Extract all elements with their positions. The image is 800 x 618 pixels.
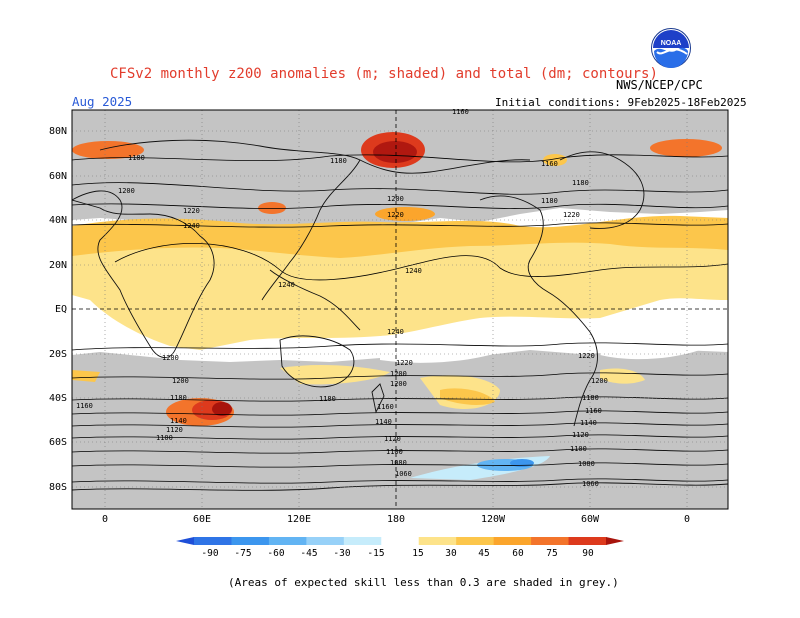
colorbar-segment (456, 537, 494, 545)
contour-label: 1180 (572, 179, 589, 187)
contour-label: 1200 (172, 377, 189, 385)
contour-label: 1220 (563, 211, 580, 219)
colorbar-segment (569, 537, 607, 545)
page-title: CFSv2 monthly z200 anomalies (m; shaded)… (110, 66, 658, 82)
contour-label: 1200 (387, 195, 404, 203)
contour-label: 1240 (278, 281, 295, 289)
contour-label: 1120 (572, 431, 589, 439)
colorbar: -90 -75 -60 -45 -30 -15 15 30 45 60 75 9… (176, 537, 624, 559)
lat-label: 60S (49, 437, 67, 448)
contour-label: 1120 (166, 426, 183, 434)
colorbar-segment (194, 537, 232, 545)
lon-label: 120E (287, 514, 311, 525)
contour-label: 1200 (118, 187, 135, 195)
lat-label: 20S (49, 349, 67, 360)
colorbar-tick-label: -75 (234, 548, 251, 559)
lat-label: 60N (49, 171, 67, 182)
lat-label: 40N (49, 215, 67, 226)
lat-label: 80N (49, 126, 67, 137)
contour-label: 1160 (541, 160, 558, 168)
colorbar-segment (344, 537, 382, 545)
skill-footnote: (Areas of expected skill less than 0.3 a… (228, 576, 619, 589)
contour-label: 1160 (452, 108, 469, 116)
contour-label: 1160 (585, 407, 602, 415)
colorbar-tick-label: -15 (367, 548, 384, 559)
contour-label: 1180 (541, 197, 558, 205)
contour-label: 1160 (377, 403, 394, 411)
lat-label: 80S (49, 482, 67, 493)
initial-conditions: Initial conditions: 9Feb2025-18Feb2025 (495, 96, 747, 109)
contour-label: 1080 (390, 459, 407, 467)
contour-label: 1060 (582, 480, 599, 488)
lon-label: 0 (684, 514, 690, 525)
contour-label: 1140 (375, 418, 392, 426)
colorbar-segment (531, 537, 569, 545)
contour-label: 1180 (128, 154, 145, 162)
contour-label: 1180 (319, 395, 336, 403)
contour-label: 1060 (395, 470, 412, 478)
contour-label: 1240 (387, 328, 404, 336)
colorbar-tick-label: 15 (412, 548, 423, 559)
lon-label: 60E (193, 514, 211, 525)
contour-label: 1180 (582, 394, 599, 402)
colorbar-tick-label: -60 (267, 548, 284, 559)
lat-label: EQ (55, 304, 67, 315)
forecast-period: Aug 2025 (72, 94, 132, 109)
contour-label: 1220 (183, 207, 200, 215)
contour-label: 1100 (156, 434, 173, 442)
lon-label: 60W (581, 514, 600, 525)
contour-label: 1120 (384, 435, 401, 443)
contour-label: 1100 (386, 448, 403, 456)
colorbar-tick-label: 75 (546, 548, 557, 559)
agency-label: NWS/NCEP/CPC (616, 78, 703, 92)
lat-label: 40S (49, 393, 67, 404)
contour-label: 1220 (387, 211, 404, 219)
colorbar-segment (269, 537, 307, 545)
colorbar-tick-label: 45 (478, 548, 489, 559)
contour-label: 1200 (390, 380, 407, 388)
contour-label: 1240 (405, 267, 422, 275)
colorbar-tick-label: -45 (300, 548, 317, 559)
contour-label: 1140 (170, 417, 187, 425)
noaa-logo-icon: NOAA (651, 28, 691, 68)
contour-label: 1200 (390, 370, 407, 378)
colorbar-tick-label: 90 (582, 548, 594, 559)
contour-label: 1220 (396, 359, 413, 367)
logo-text: NOAA (661, 40, 682, 47)
contour-label: 1180 (170, 394, 187, 402)
lon-label: 0 (102, 514, 108, 525)
contour-label: 1240 (183, 222, 200, 230)
colorbar-segment (419, 537, 457, 545)
colorbar-segment (381, 537, 419, 545)
contour-label: 1220 (578, 352, 595, 360)
colorbar-tick-label: -30 (333, 548, 350, 559)
colorbar-segment (306, 537, 344, 545)
contour-label: 1080 (578, 460, 595, 468)
colorbar-tick-label: 60 (512, 548, 524, 559)
colorbar-segment (494, 537, 532, 545)
contour-label: 1180 (330, 157, 347, 165)
contour-label: 1200 (591, 377, 608, 385)
colorbar-tick-label: 30 (445, 548, 457, 559)
contour-label: 1140 (580, 419, 597, 427)
lon-label: 120W (481, 514, 506, 525)
colorbar-left-arrow (176, 537, 194, 545)
contour-label: 1100 (570, 445, 587, 453)
colorbar-tick-label: -90 (201, 548, 218, 559)
lon-label: 180 (387, 514, 405, 525)
colorbar-right-arrow (606, 537, 624, 545)
lat-labels: 80N 60N 40N 20N EQ 20S 40S 60S 80S (49, 126, 67, 493)
contour-label: 1200 (162, 354, 179, 362)
lat-label: 20N (49, 260, 67, 271)
contour-label: 1160 (76, 402, 93, 410)
lon-labels: 0 60E 120E 180 120W 60W 0 (102, 514, 690, 525)
colorbar-segment (231, 537, 269, 545)
